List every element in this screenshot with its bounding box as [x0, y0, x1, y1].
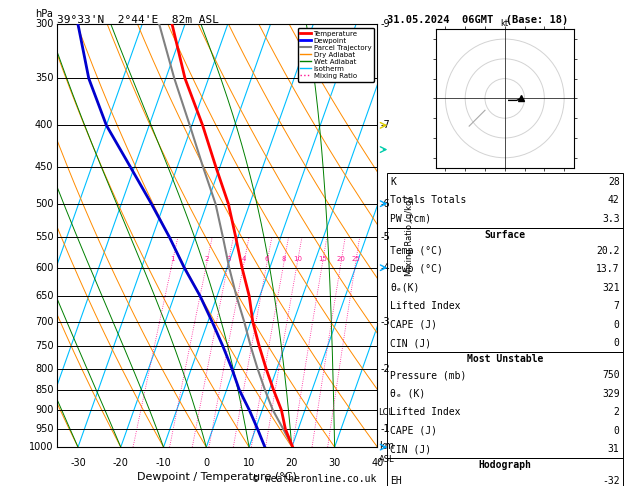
Text: hPa: hPa: [35, 9, 53, 19]
Text: 2: 2: [614, 407, 620, 417]
Text: 1: 1: [170, 256, 175, 262]
Text: LCL: LCL: [378, 408, 393, 417]
Text: Dewpoint / Temperature (°C): Dewpoint / Temperature (°C): [137, 472, 297, 483]
X-axis label: kt: kt: [501, 19, 509, 28]
Text: -7: -7: [381, 121, 391, 130]
Text: Lifted Index: Lifted Index: [390, 407, 460, 417]
Text: 13.7: 13.7: [596, 264, 620, 274]
Legend: Temperature, Dewpoint, Parcel Trajectory, Dry Adiabat, Wet Adiabat, Isotherm, Mi: Temperature, Dewpoint, Parcel Trajectory…: [298, 28, 374, 82]
Text: -6: -6: [381, 199, 390, 208]
Text: Mixing Ratio (g/kg): Mixing Ratio (g/kg): [405, 196, 414, 276]
Text: 30: 30: [328, 458, 341, 468]
Text: θₑ(K): θₑ(K): [390, 283, 420, 293]
Text: CIN (J): CIN (J): [390, 444, 431, 454]
Text: Temp (°C): Temp (°C): [390, 246, 443, 256]
Text: Surface: Surface: [484, 230, 525, 240]
Text: 40: 40: [371, 458, 384, 468]
Text: -9: -9: [381, 19, 390, 29]
Text: 0: 0: [614, 338, 620, 348]
Text: Pressure (mb): Pressure (mb): [390, 370, 466, 380]
Text: 500: 500: [35, 199, 53, 208]
Text: -30: -30: [70, 458, 86, 468]
Text: CAPE (J): CAPE (J): [390, 426, 437, 435]
Text: -32: -32: [602, 476, 620, 486]
Text: 450: 450: [35, 162, 53, 172]
Text: 300: 300: [35, 19, 53, 29]
Text: 400: 400: [35, 121, 53, 130]
Text: 0: 0: [614, 426, 620, 435]
Text: 950: 950: [35, 424, 53, 434]
Text: -1: -1: [381, 424, 390, 434]
Text: 28: 28: [608, 177, 620, 187]
Text: 350: 350: [35, 73, 53, 84]
Text: 8: 8: [282, 256, 286, 262]
Text: 321: 321: [602, 283, 620, 293]
Text: 31: 31: [608, 444, 620, 454]
Text: 1000: 1000: [29, 442, 53, 452]
Text: -10: -10: [155, 458, 172, 468]
Text: 39°33'N  2°44'E  82m ASL: 39°33'N 2°44'E 82m ASL: [57, 15, 219, 25]
Text: Lifted Index: Lifted Index: [390, 301, 460, 311]
Text: 2: 2: [205, 256, 209, 262]
Text: K: K: [390, 177, 396, 187]
Text: Totals Totals: Totals Totals: [390, 195, 466, 205]
Text: 3.3: 3.3: [602, 214, 620, 224]
Text: -4: -4: [381, 263, 390, 273]
Text: 0: 0: [614, 320, 620, 330]
Text: 0: 0: [203, 458, 209, 468]
Text: PW (cm): PW (cm): [390, 214, 431, 224]
Text: 10: 10: [293, 256, 302, 262]
Text: θₑ (K): θₑ (K): [390, 389, 425, 399]
Text: 750: 750: [35, 341, 53, 351]
Text: 20: 20: [337, 256, 345, 262]
Text: 20.2: 20.2: [596, 246, 620, 256]
Text: ASL: ASL: [379, 455, 394, 464]
Text: 700: 700: [35, 317, 53, 327]
Text: © weatheronline.co.uk: © weatheronline.co.uk: [253, 473, 376, 484]
Text: 15: 15: [318, 256, 327, 262]
Text: 329: 329: [602, 389, 620, 399]
Text: 4: 4: [242, 256, 247, 262]
Text: 6: 6: [265, 256, 269, 262]
Text: 550: 550: [35, 232, 53, 242]
Text: 3: 3: [226, 256, 231, 262]
Text: EH: EH: [390, 476, 402, 486]
Text: 20: 20: [286, 458, 298, 468]
Text: -5: -5: [381, 232, 391, 242]
Text: -3: -3: [381, 317, 390, 327]
Text: Hodograph: Hodograph: [478, 460, 532, 470]
Text: 600: 600: [35, 263, 53, 273]
Text: -2: -2: [381, 364, 391, 374]
Text: Dewp (°C): Dewp (°C): [390, 264, 443, 274]
Text: 25: 25: [352, 256, 360, 262]
Text: 31.05.2024  06GMT  (Base: 18): 31.05.2024 06GMT (Base: 18): [387, 15, 568, 25]
Text: 800: 800: [35, 364, 53, 374]
Text: 42: 42: [608, 195, 620, 205]
Text: 7: 7: [614, 301, 620, 311]
Text: 750: 750: [602, 370, 620, 380]
Text: 900: 900: [35, 405, 53, 415]
Text: CAPE (J): CAPE (J): [390, 320, 437, 330]
Text: Most Unstable: Most Unstable: [467, 354, 543, 364]
Text: 850: 850: [35, 385, 53, 395]
Text: 10: 10: [243, 458, 255, 468]
Text: -20: -20: [113, 458, 129, 468]
Text: CIN (J): CIN (J): [390, 338, 431, 348]
Text: 650: 650: [35, 291, 53, 301]
Text: km: km: [379, 441, 394, 451]
